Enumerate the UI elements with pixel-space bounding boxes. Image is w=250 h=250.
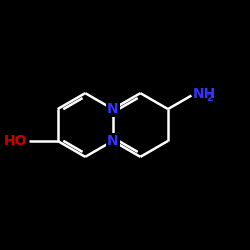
Text: HO: HO [4,134,28,148]
Text: N: N [107,134,118,148]
Text: NH: NH [193,87,216,101]
Text: 2: 2 [206,93,213,103]
Text: N: N [107,102,118,116]
